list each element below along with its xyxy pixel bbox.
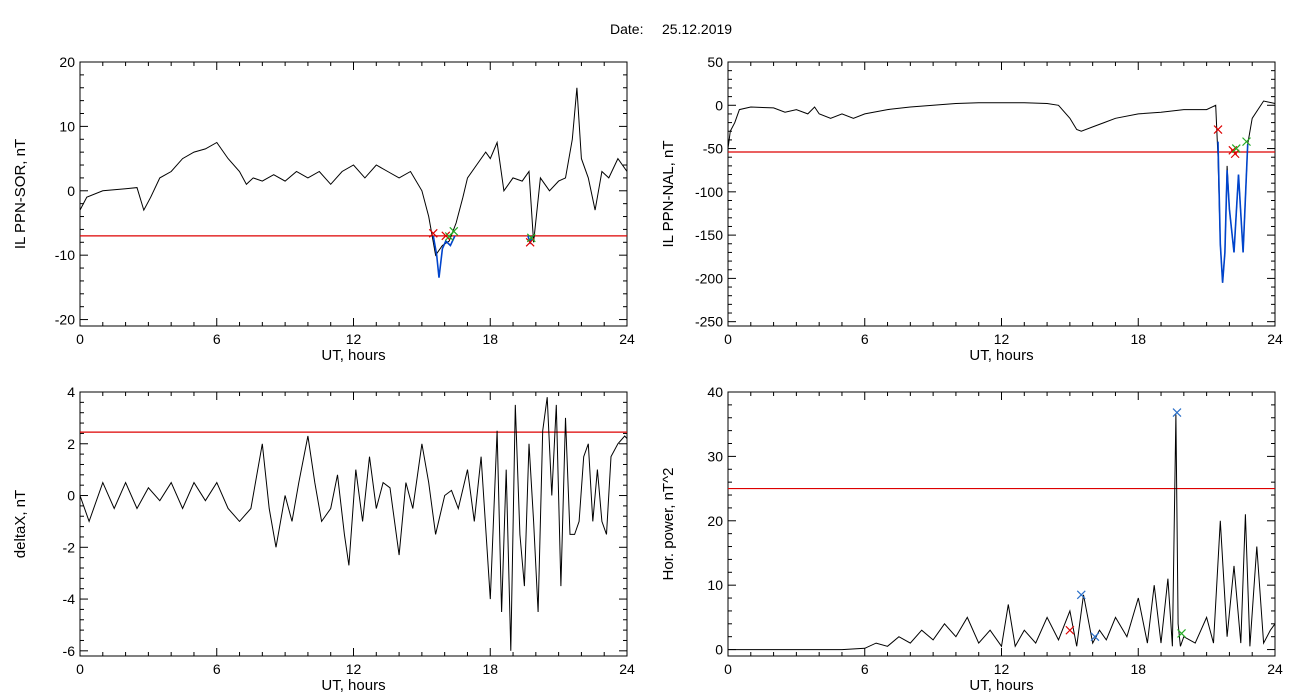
- event-segment-line: [432, 235, 456, 278]
- x-tick-label: 0: [76, 331, 84, 347]
- x-axis-title: UT, hours: [321, 677, 385, 694]
- y-tick-label: -100: [695, 184, 723, 200]
- y-tick-label: -150: [695, 227, 723, 243]
- x-tick-label: 12: [346, 661, 362, 677]
- panel-hor-power: 0 6 12 18 24 40 30 20 10 0 UT, hours Hor. power, nT…: [660, 384, 1283, 694]
- plot-area: [728, 100, 1275, 283]
- x-axis-title: UT, hours: [969, 677, 1033, 694]
- date-value: 25.12.2019: [662, 21, 732, 37]
- panel-il-ppn-nal: 0 6 12 18 24 50 0 -50 -100 -150 -200 -250 UT, hours I…: [660, 54, 1283, 364]
- y-tick-label: -6: [63, 643, 76, 659]
- y-tick-label: 10: [707, 577, 723, 593]
- y-tick-label: 4: [67, 384, 75, 400]
- plot-area: [80, 87, 627, 278]
- y-tick-label: -2: [63, 539, 76, 555]
- panel-il-ppn-sor: 0 6 12 18 24 20 10 0 -10 -20 UT, hours IL PPN-SOR, …: [12, 54, 635, 364]
- x-tick-label: 12: [994, 661, 1010, 677]
- plot-frame: [727, 61, 1276, 327]
- y-tick-label: 0: [67, 488, 75, 504]
- event-marker: [1090, 632, 1100, 642]
- x-tick-label: 18: [482, 661, 498, 677]
- y-tick-label: 2: [67, 436, 75, 452]
- y-tick-label: 50: [707, 54, 723, 70]
- y-tick-label: 20: [707, 513, 723, 529]
- x-tick-label: 18: [1130, 331, 1146, 347]
- plot-frame: [79, 61, 628, 327]
- date-label: Date:: [610, 21, 643, 37]
- event-marker: [1177, 629, 1186, 638]
- y-tick-label: -50: [703, 141, 723, 157]
- y-tick-label: 0: [67, 183, 75, 199]
- plot-area: [80, 397, 627, 651]
- data-series-line: [80, 397, 627, 651]
- x-tick-label: 18: [1130, 661, 1146, 677]
- event-segment-line: [1217, 141, 1249, 283]
- y-tick-label: 30: [707, 448, 723, 464]
- x-tick-label: 24: [1267, 331, 1283, 347]
- event-marker: [1065, 625, 1075, 635]
- x-tick-label: 0: [724, 331, 732, 347]
- plot-area: [728, 408, 1275, 651]
- x-tick-label: 6: [213, 331, 221, 347]
- y-tick-label: 40: [707, 384, 723, 400]
- panel-deltax: 0 6 12 18 24 4 2 0 -2 -4 -6 UT, hours deltaX, nT: [12, 384, 635, 694]
- event-marker: [1076, 590, 1086, 600]
- y-tick-label: 0: [715, 97, 723, 113]
- x-tick-label: 6: [861, 331, 869, 347]
- y-axis-title: Hor. power, nT^2: [660, 468, 677, 581]
- x-tick-label: 6: [213, 661, 221, 677]
- y-axis-title: deltaX, nT: [12, 490, 29, 558]
- event-marker: [526, 233, 536, 243]
- data-series-line: [728, 100, 1275, 283]
- event-marker: [428, 228, 438, 238]
- y-axis-title: IL PPN-SOR, nT: [12, 139, 29, 249]
- x-axis-title: UT, hours: [321, 347, 385, 364]
- event-marker: [449, 226, 459, 236]
- event-marker: [441, 231, 451, 241]
- y-tick-label: 20: [59, 54, 75, 70]
- x-tick-label: 24: [1267, 661, 1283, 677]
- y-tick-label: -250: [695, 314, 723, 330]
- x-tick-label: 24: [619, 331, 635, 347]
- data-series-line: [728, 414, 1275, 651]
- x-tick-label: 6: [861, 661, 869, 677]
- x-tick-label: 0: [724, 661, 732, 677]
- y-tick-label: -20: [55, 312, 75, 328]
- x-axis-title: UT, hours: [969, 347, 1033, 364]
- event-marker: [1172, 408, 1182, 418]
- y-tick-label: -4: [63, 591, 76, 607]
- event-marker: [1231, 144, 1241, 153]
- event-marker: [1213, 125, 1223, 134]
- y-tick-label: 10: [59, 118, 75, 134]
- event-marker: [1242, 137, 1251, 147]
- data-series-line: [80, 87, 627, 257]
- y-axis-title: IL PPN-NAL, nT: [660, 141, 677, 248]
- y-tick-label: 0: [715, 642, 723, 658]
- event-marker: [1230, 149, 1240, 159]
- y-tick-label: -200: [695, 270, 723, 286]
- x-tick-label: 24: [619, 661, 635, 677]
- x-tick-label: 18: [482, 331, 498, 347]
- x-tick-label: 0: [76, 661, 84, 677]
- y-tick-label: -10: [55, 247, 75, 263]
- x-tick-label: 12: [346, 331, 362, 347]
- x-tick-label: 12: [994, 331, 1010, 347]
- plot-frame: [727, 391, 1276, 657]
